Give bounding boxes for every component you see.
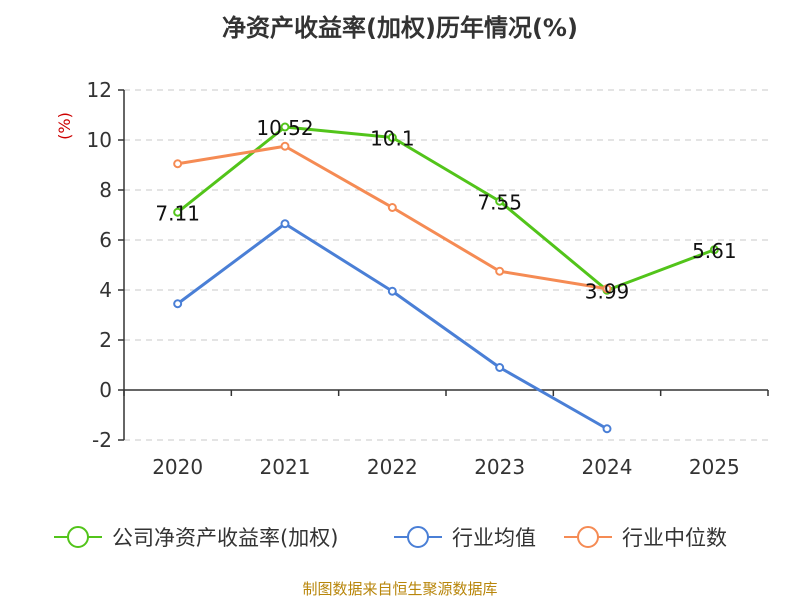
legend-label: 公司净资产收益率(加权) [112, 526, 338, 550]
y-tick-label: -2 [92, 428, 112, 452]
legend-marker [577, 526, 599, 548]
y-tick-label: 2 [99, 328, 112, 352]
y-tick-label: 12 [87, 78, 112, 102]
data-point [173, 159, 183, 169]
x-tick-label-2021: 2021 [260, 455, 311, 479]
data-label: 10.52 [256, 116, 313, 140]
series-line-2 [177, 144, 608, 291]
x-tick-label-2020: 2020 [152, 455, 203, 479]
y-axis-label: (%) [55, 112, 74, 140]
data-point [280, 122, 290, 132]
legend-label: 行业中位数 [622, 526, 727, 550]
data-point [387, 286, 397, 296]
data-point [387, 203, 397, 212]
legend-item-0[interactable]: 公司净资产收益率(加权) [54, 526, 338, 550]
y-tick-label: 4 [99, 278, 112, 302]
source-footer: 制图数据来自恒生聚源数据库 [302, 580, 498, 598]
data-point [387, 133, 397, 142]
data-label: 10.1 [370, 127, 415, 151]
series-line-0 [176, 125, 715, 292]
legend-item-2[interactable]: 行业中位数 [564, 526, 727, 550]
data-point [495, 196, 505, 206]
data-labels: 7.11 10.52 10.1 7.55 3.99 5.61 [155, 116, 736, 303]
x-tick-label-2024: 2024 [582, 455, 633, 479]
y-tick-label: 10 [87, 128, 112, 152]
data-point [173, 207, 183, 217]
data-point [280, 141, 290, 151]
x-tick-label-2025: 2025 [689, 455, 740, 479]
x-tick-label-2022: 2022 [367, 455, 418, 479]
data-label: 7.55 [477, 190, 522, 214]
data-point [173, 299, 183, 309]
series-line-1 [176, 222, 608, 431]
data-point [709, 245, 719, 255]
data-point [495, 363, 505, 372]
axes: -2 0 2 4 6 8 10 12 2020 2021 2022 2023 2024 2025 [87, 78, 769, 479]
data-label: 3.99 [585, 279, 630, 303]
legend[interactable]: 公司净资产收益率(加权) 行业均值 行业中位数 [54, 526, 727, 550]
data-point [495, 266, 505, 276]
data-point [280, 219, 290, 229]
y-tick-label: 8 [99, 178, 112, 202]
legend-item-1[interactable]: 行业均值 [394, 526, 536, 550]
data-point [602, 424, 612, 434]
series-layer [173, 122, 719, 434]
data-point [602, 284, 612, 294]
chart-title: 净资产收益率(加权)历年情况(%) [222, 14, 578, 42]
y-tick-label: 6 [99, 228, 112, 252]
y-tick-label: 0 [99, 378, 112, 402]
x-tick-label-2023: 2023 [474, 455, 525, 479]
legend-marker [67, 526, 89, 548]
data-label: 5.61 [692, 239, 737, 263]
legend-marker [407, 526, 429, 548]
legend-label: 行业均值 [452, 526, 536, 550]
data-label: 7.11 [155, 201, 200, 225]
